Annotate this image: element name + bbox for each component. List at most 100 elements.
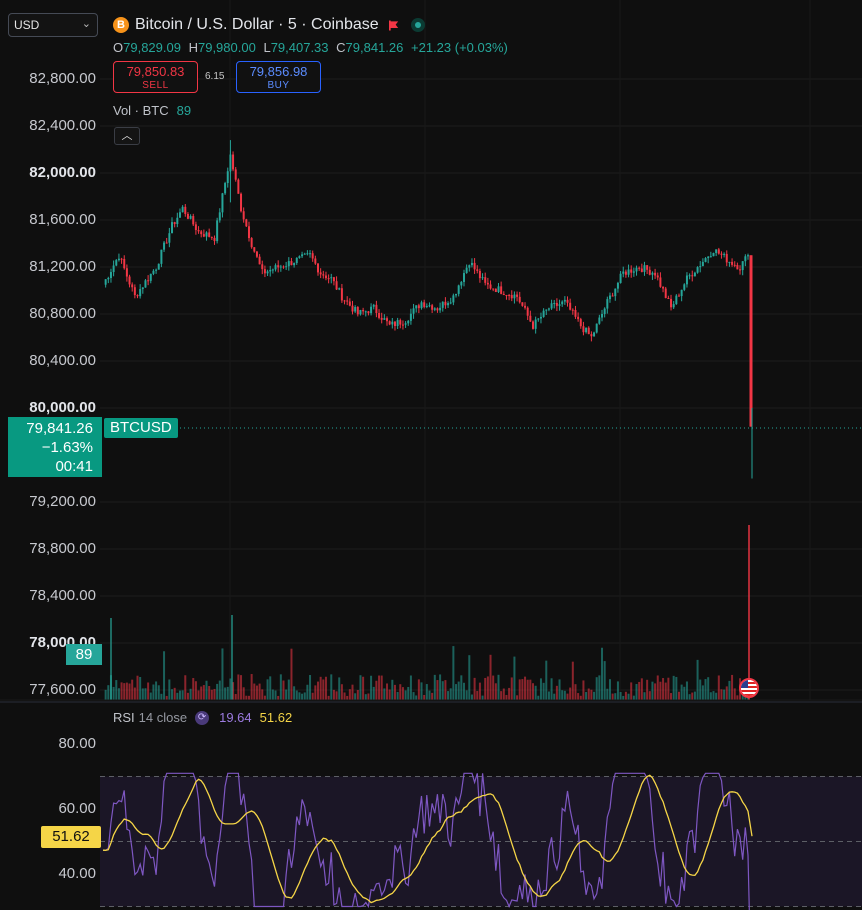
volume-bar [489,654,492,700]
candle-body [117,258,120,261]
volume-bar [638,681,641,700]
candle-body [468,265,471,268]
volume-bar [372,686,375,700]
candle-body [141,287,144,290]
price-tick-label: 80,000.00 [29,399,96,416]
volume-bar [521,679,524,700]
volume-bar [656,675,659,700]
candle-body [465,267,468,274]
volume-bar [704,679,707,700]
volume-bar [285,689,288,700]
volume-bar [494,683,497,700]
volume-bar [242,687,245,700]
candle-body [579,319,582,327]
candle-body [627,269,630,275]
volume-bar [351,684,354,700]
candle-body [701,261,704,267]
volume-bar [205,680,208,700]
candle-body [449,302,452,304]
volume-bar [354,693,357,700]
candle-body [330,277,333,279]
volume-bar [712,691,715,700]
volume-bar [104,689,107,700]
volume-bar [224,687,227,700]
candle-body [332,277,335,282]
candle-body [189,216,192,219]
volume-bar [311,692,314,700]
volume-bar [110,618,112,700]
volume-bar [155,681,158,700]
candle-body [569,302,572,310]
volume-bar [380,675,383,700]
symbol-title[interactable]: B Bitcoin / U.S. Dollar · 5 · Coinbase [113,15,425,35]
currency-select-value: USD [14,18,40,32]
rsi-tick-label: 60.00 [58,800,96,817]
candlestick-series [104,140,753,479]
volume-bar [420,682,423,700]
rsi-lines [102,772,753,910]
candle-body [271,269,274,271]
candle-body [670,298,673,308]
volume-bar [335,691,338,700]
rsi-tick-label: 40.00 [58,865,96,882]
candle-body [537,318,540,320]
volume-bar [306,684,309,700]
volume-bar [364,694,367,700]
candle-body [470,262,473,266]
rsi-ma-value: 51.62 [259,710,293,725]
bitcoin-icon: B [113,17,129,33]
volume-bar [717,675,720,700]
close-value: 79,841.26 [345,40,404,55]
volume-bar [226,686,229,700]
candle-body [712,252,715,257]
volume-bar [720,689,723,700]
candle-body [431,305,434,310]
sell-button[interactable]: 79,850.83 SELL [113,61,198,93]
refresh-icon[interactable]: ⟳ [195,710,210,725]
candle-body [202,234,205,237]
candle-body [309,253,312,255]
volume-bar [452,646,455,700]
volume-bar [736,695,739,700]
volume-bar [194,681,197,700]
volume-bar [699,679,702,700]
volume-bar [715,692,718,700]
volume-legend[interactable]: Vol · BTC 89 [113,103,191,118]
volume-bar [550,678,553,700]
rsi-legend[interactable]: RSI 14 close ⟳ 19.64 51.62 [113,710,292,725]
buy-button[interactable]: 79,856.98 BUY [236,61,321,93]
candle-body [324,275,327,279]
candle-body [558,304,561,306]
volume-bar [632,695,635,700]
candle-body [396,320,399,327]
market-status-icon[interactable] [410,18,425,32]
candle-body [125,268,128,277]
candle-body [226,171,229,184]
price-tick-label: 80,800.00 [29,305,96,322]
candle-body [417,305,420,309]
candle-body [502,293,505,296]
candle-body [383,318,386,320]
candle-body [136,295,139,297]
ohlc-values: O79,829.09 H79,980.00 L79,407.33 C79,841… [113,40,512,55]
volume-bar [319,676,322,700]
candle-body [608,295,611,300]
candle-body [197,230,200,232]
candle-body [553,302,556,304]
candle-body [571,309,574,311]
candle-body [250,238,253,248]
candle-body [478,270,481,279]
volume-bar [120,682,123,700]
candle-body [258,256,261,265]
currency-select[interactable]: USD ⌄ [8,13,98,37]
candle-body [224,183,227,194]
candle-body [476,269,479,271]
collapse-legend-button[interactable]: ︿ [114,127,140,145]
us-flag-event-icon[interactable] [739,678,759,698]
flag-icon[interactable] [388,20,399,31]
volume-bar [234,694,237,700]
candle-body [500,286,503,294]
candle-body [452,295,455,303]
